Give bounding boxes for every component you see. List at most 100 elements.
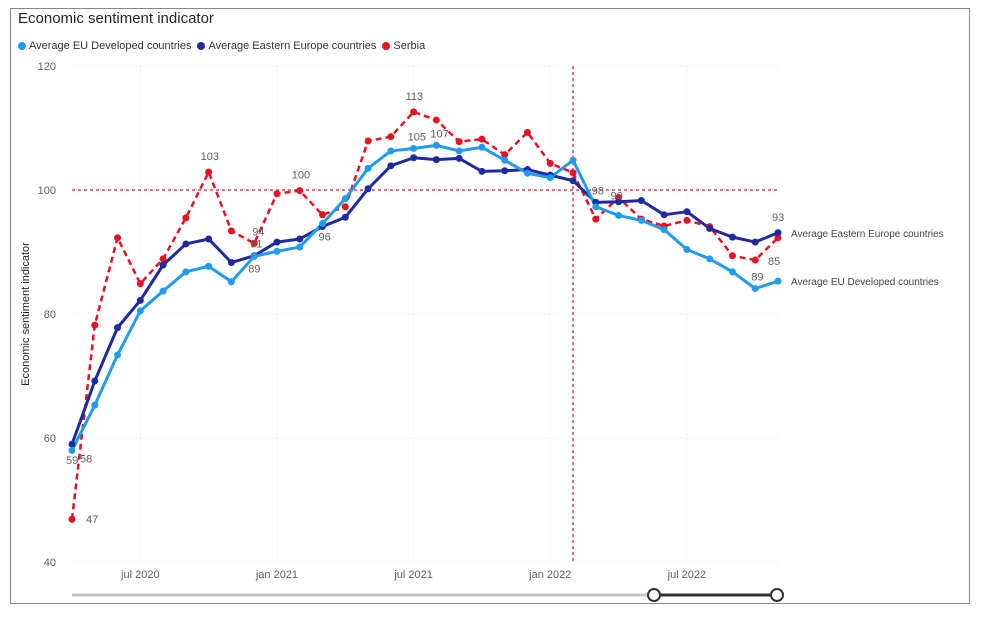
data-point-serbia-2022-11[interactable] xyxy=(774,234,782,242)
data-point-average-eu-developed-countries-2021-04[interactable] xyxy=(341,195,349,203)
data-point-average-eu-developed-countries-2020-06[interactable] xyxy=(114,351,122,359)
data-point-serbia-2022-03[interactable] xyxy=(592,215,600,223)
data-point-average-eu-developed-countries-2022-07[interactable] xyxy=(683,246,691,254)
data-point-serbia-2021-10[interactable] xyxy=(478,135,486,143)
data-point-average-eastern-europe-countries-2021-01[interactable] xyxy=(273,238,281,246)
data-point-average-eu-developed-countries-2021-11[interactable] xyxy=(501,156,509,164)
data-point-average-eu-developed-countries-2020-08[interactable] xyxy=(159,287,167,295)
data-point-serbia-2022-02[interactable] xyxy=(569,169,577,177)
data-point-average-eastern-europe-countries-2022-05[interactable] xyxy=(637,197,645,205)
data-point-average-eu-developed-countries-2021-08[interactable] xyxy=(432,141,440,149)
series-line-average-eu-developed-countries[interactable] xyxy=(70,143,779,452)
data-point-serbia-2020-05[interactable] xyxy=(91,321,99,329)
data-point-average-eastern-europe-countries-2020-06[interactable] xyxy=(114,324,122,332)
data-point-serbia-2020-06[interactable] xyxy=(114,234,122,242)
data-point-average-eu-developed-countries-2022-02[interactable] xyxy=(569,156,577,164)
data-point-average-eastern-europe-countries-2021-06[interactable] xyxy=(387,162,395,170)
data-point-serbia-2021-07[interactable] xyxy=(410,108,418,116)
data-point-serbia-2021-12[interactable] xyxy=(523,128,531,136)
data-point-average-eastern-europe-countries-2022-02[interactable] xyxy=(569,177,577,185)
data-point-average-eu-developed-countries-2020-09[interactable] xyxy=(182,268,190,276)
data-point-average-eu-developed-countries-2021-09[interactable] xyxy=(455,147,463,155)
legend-item-serbia[interactable]: Serbia xyxy=(382,40,425,52)
data-point-average-eu-developed-countries-2022-05[interactable] xyxy=(637,216,645,224)
data-label-average-eu-developed-countries-2021-07: 105 xyxy=(408,131,426,143)
data-point-serbia-2021-01[interactable] xyxy=(273,190,281,198)
data-point-average-eastern-europe-countries-2022-07[interactable] xyxy=(683,208,691,216)
x-tick-label-2021-07: jul 2021 xyxy=(393,569,433,581)
data-point-average-eu-developed-countries-2021-05[interactable] xyxy=(364,164,372,172)
data-point-average-eu-developed-countries-2020-04[interactable] xyxy=(68,446,76,454)
data-point-serbia-2021-02[interactable] xyxy=(296,187,304,195)
data-point-serbia-2020-10[interactable] xyxy=(205,168,213,176)
data-point-serbia-2022-10[interactable] xyxy=(751,256,759,264)
data-point-serbia-2020-12[interactable] xyxy=(250,239,258,247)
x-tick-label-2022-01: jan 2022 xyxy=(528,569,571,581)
data-point-average-eu-developed-countries-2021-07[interactable] xyxy=(410,144,418,152)
data-point-average-eastern-europe-countries-2020-07[interactable] xyxy=(136,296,144,304)
data-point-serbia-2022-09[interactable] xyxy=(728,252,736,260)
data-point-serbia-2021-09[interactable] xyxy=(455,138,463,146)
data-point-average-eu-developed-countries-2021-12[interactable] xyxy=(523,169,531,177)
data-point-average-eu-developed-countries-2021-10[interactable] xyxy=(478,143,486,151)
scrollbar-start-handle[interactable] xyxy=(647,588,661,602)
data-point-average-eastern-europe-countries-2021-09[interactable] xyxy=(455,154,463,162)
data-point-average-eastern-europe-countries-2022-06[interactable] xyxy=(660,211,668,219)
data-point-average-eu-developed-countries-2022-10[interactable] xyxy=(751,285,759,293)
data-label-average-eastern-europe-countries-2020-04: 59 xyxy=(66,455,78,467)
data-point-serbia-2022-01[interactable] xyxy=(546,159,554,167)
data-point-average-eu-developed-countries-2020-07[interactable] xyxy=(136,307,144,315)
data-point-serbia-2022-07[interactable] xyxy=(683,216,691,224)
data-point-serbia-2020-09[interactable] xyxy=(182,214,190,222)
data-point-average-eu-developed-countries-2022-11[interactable] xyxy=(774,277,782,285)
data-point-average-eu-developed-countries-2022-09[interactable] xyxy=(728,268,736,276)
data-point-average-eu-developed-countries-2022-08[interactable] xyxy=(706,255,714,263)
data-point-serbia-2021-05[interactable] xyxy=(364,137,372,145)
data-point-average-eu-developed-countries-2020-11[interactable] xyxy=(227,278,235,286)
data-point-average-eu-developed-countries-2022-04[interactable] xyxy=(615,211,623,219)
legend-label-eu-developed: Average EU Developed countries xyxy=(29,40,192,52)
data-point-average-eastern-europe-countries-2021-05[interactable] xyxy=(364,185,372,193)
data-point-average-eu-developed-countries-2021-01[interactable] xyxy=(273,247,281,255)
data-point-serbia-2020-08[interactable] xyxy=(159,255,167,263)
data-point-average-eu-developed-countries-2020-12[interactable] xyxy=(250,252,258,260)
data-point-serbia-2021-06[interactable] xyxy=(387,133,395,141)
data-point-serbia-2021-03[interactable] xyxy=(319,211,327,219)
data-point-average-eu-developed-countries-2022-01[interactable] xyxy=(546,174,554,182)
data-point-average-eu-developed-countries-2020-05[interactable] xyxy=(91,401,99,409)
data-point-average-eastern-europe-countries-2021-10[interactable] xyxy=(478,167,486,175)
data-point-average-eastern-europe-countries-2022-10[interactable] xyxy=(751,238,759,246)
data-point-average-eastern-europe-countries-2020-08[interactable] xyxy=(159,261,167,269)
data-point-average-eastern-europe-countries-2021-04[interactable] xyxy=(341,213,349,221)
data-point-average-eu-developed-countries-2020-10[interactable] xyxy=(205,262,213,270)
data-point-serbia-2020-04[interactable] xyxy=(68,515,76,523)
data-point-average-eu-developed-countries-2022-03[interactable] xyxy=(592,203,600,211)
data-point-average-eu-developed-countries-2021-02[interactable] xyxy=(296,243,304,251)
data-point-serbia-2020-07[interactable] xyxy=(136,280,144,288)
legend-item-eu-developed[interactable]: Average EU Developed countries xyxy=(18,40,191,52)
data-point-average-eastern-europe-countries-2022-11[interactable] xyxy=(774,229,782,237)
data-point-serbia-2021-08[interactable] xyxy=(432,116,440,124)
data-point-average-eastern-europe-countries-2021-02[interactable] xyxy=(296,235,304,243)
legend-item-eastern-europe[interactable]: Average Eastern Europe countries xyxy=(197,40,376,52)
series-line-average-eastern-europe-countries[interactable] xyxy=(70,156,779,445)
data-point-average-eu-developed-countries-2021-03[interactable] xyxy=(319,219,327,227)
data-point-average-eastern-europe-countries-2022-08[interactable] xyxy=(706,224,714,232)
series-line-serbia[interactable] xyxy=(70,110,779,520)
data-point-average-eastern-europe-countries-2020-05[interactable] xyxy=(91,377,99,385)
data-point-average-eu-developed-countries-2022-06[interactable] xyxy=(660,226,668,234)
data-point-average-eastern-europe-countries-2020-04[interactable] xyxy=(68,440,76,448)
scrollbar-end-handle[interactable] xyxy=(770,588,784,602)
data-point-average-eastern-europe-countries-2020-11[interactable] xyxy=(227,259,235,267)
data-point-average-eastern-europe-countries-2020-09[interactable] xyxy=(182,240,190,248)
data-point-serbia-2021-04[interactable] xyxy=(341,203,349,211)
data-point-average-eastern-europe-countries-2021-08[interactable] xyxy=(432,156,440,164)
data-point-average-eastern-europe-countries-2021-07[interactable] xyxy=(410,154,418,162)
data-point-average-eastern-europe-countries-2021-11[interactable] xyxy=(501,167,509,175)
data-point-serbia-2020-11[interactable] xyxy=(227,227,235,235)
data-point-average-eastern-europe-countries-2022-04[interactable] xyxy=(615,198,623,206)
data-point-average-eastern-europe-countries-2020-10[interactable] xyxy=(205,235,213,243)
data-point-average-eastern-europe-countries-2022-09[interactable] xyxy=(728,233,736,241)
data-point-serbia-2021-11[interactable] xyxy=(501,151,509,159)
data-point-average-eu-developed-countries-2021-06[interactable] xyxy=(387,147,395,155)
